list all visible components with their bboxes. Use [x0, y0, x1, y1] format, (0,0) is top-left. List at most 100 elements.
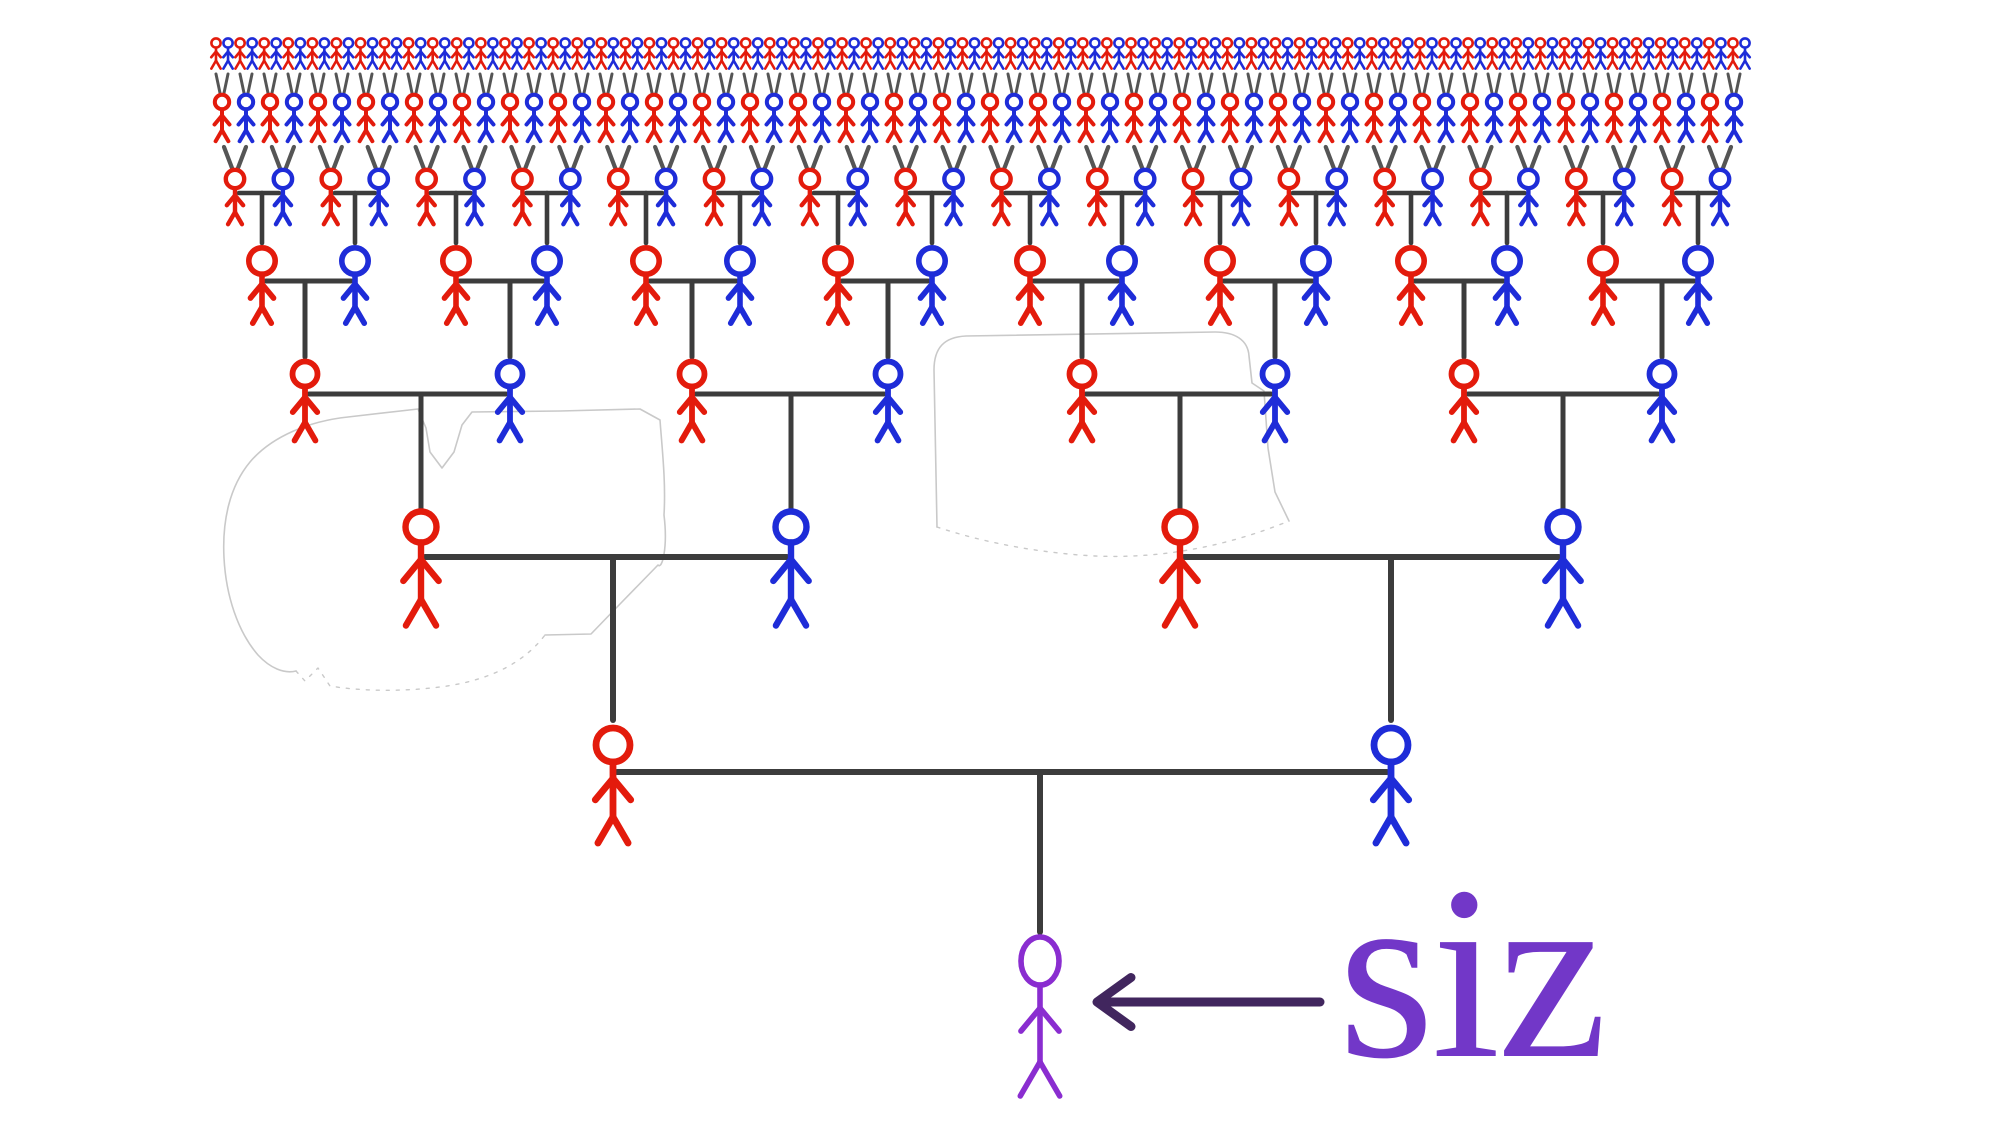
figure-leg [1185, 59, 1193, 70]
figure-arm [1238, 193, 1252, 208]
figure-leg [676, 128, 687, 144]
figure-leg [780, 59, 788, 70]
stick-figure [1630, 37, 1643, 70]
figure-head [1016, 37, 1029, 49]
v-connector-line [461, 144, 474, 171]
arrow-head [1092, 973, 1136, 1031]
figure-arm [1358, 50, 1366, 59]
figure-leg [258, 59, 266, 70]
figure-arm [407, 50, 415, 59]
stick-figure [915, 245, 948, 327]
figure-head [1491, 245, 1524, 278]
stick-figure [1484, 92, 1504, 144]
v-connector-line [1563, 144, 1576, 171]
figure-head [643, 37, 656, 49]
v-connector-line [222, 72, 230, 95]
figure-arm [1060, 113, 1072, 127]
v-connector-line [1366, 72, 1374, 95]
figure-head [1448, 358, 1480, 390]
figure-arm [1478, 193, 1491, 208]
figure-arm [1461, 394, 1480, 415]
stick-figure [1654, 37, 1667, 70]
stick-figure [1209, 37, 1222, 70]
v-connector-line [571, 144, 584, 171]
v-connector-line [286, 72, 294, 95]
figure-head [1013, 245, 1046, 278]
figure-arm [888, 50, 897, 59]
stick-figure [1100, 37, 1113, 70]
figure-head [426, 37, 439, 49]
figure-leg [1490, 59, 1499, 70]
figure-head [438, 37, 451, 49]
figure-arm [1743, 50, 1752, 59]
v-connector-line [365, 144, 378, 171]
stick-figure [330, 37, 343, 70]
figure-leg [1516, 128, 1527, 144]
figure-head [968, 37, 981, 49]
figure-leg [1252, 128, 1263, 144]
v-connector-line [762, 144, 776, 171]
figure-arm [616, 193, 629, 208]
figure-head [1426, 37, 1438, 49]
figure-arm [376, 193, 390, 208]
figure-head [571, 37, 584, 49]
v-connector-line [1134, 72, 1142, 95]
figure-leg [366, 59, 374, 70]
v-connector-line [478, 72, 486, 95]
v-connector-line [334, 72, 342, 95]
figure-leg [1420, 128, 1431, 144]
figure-arm [244, 113, 256, 127]
figure-head [716, 92, 736, 112]
stick-figure [1678, 37, 1691, 70]
figure-arm [864, 50, 873, 59]
v-connector-line [1518, 72, 1526, 95]
figure-leg [1684, 128, 1695, 144]
figure-arm [1119, 281, 1137, 301]
sketch-outline-right-bottom [936, 520, 1290, 558]
figure-arm [214, 50, 223, 59]
figure-head [378, 37, 391, 49]
figure-arm [1707, 50, 1715, 59]
figure-leg [246, 59, 254, 70]
figure-head [592, 724, 634, 766]
stick-figure [284, 92, 304, 144]
v-connector-line [246, 72, 254, 95]
figure-head [1257, 37, 1270, 49]
figure-leg [259, 304, 275, 327]
figure-leg [1394, 59, 1402, 70]
stick-figure [1037, 167, 1061, 227]
figure-leg [903, 209, 915, 227]
figure-head [1612, 167, 1636, 191]
figure-head [1582, 37, 1595, 49]
figure-leg [900, 59, 909, 70]
figure-head [462, 37, 475, 49]
stick-figure [1076, 92, 1096, 144]
figure-leg [1526, 209, 1538, 227]
figure-arm [720, 50, 728, 59]
you-annotation: siz [1092, 835, 1608, 1110]
v-connector-line [1126, 72, 1134, 95]
figure-head [1161, 508, 1199, 546]
figure-head [1245, 37, 1258, 49]
figure-arm [1108, 113, 1120, 127]
figure-head [1161, 37, 1174, 49]
v-connector-line [700, 144, 714, 171]
figure-leg [1678, 59, 1687, 70]
figure-arm [544, 281, 562, 301]
figure-leg [844, 128, 855, 144]
figure-arm [807, 193, 821, 208]
figure-leg [940, 128, 951, 144]
v-connector-line [283, 144, 297, 171]
v-connector-line [1302, 72, 1310, 95]
figure-leg [1156, 128, 1167, 144]
stick-figure [1724, 92, 1744, 144]
stick-figure [462, 37, 475, 70]
stick-figure [1085, 167, 1109, 227]
figure-leg [860, 59, 868, 70]
v-connector-line [1462, 72, 1470, 95]
figure-head [558, 167, 582, 191]
stick-figure [212, 92, 232, 144]
stick-figure [522, 37, 536, 70]
figure-head [619, 37, 632, 49]
figure-leg [1623, 59, 1631, 70]
